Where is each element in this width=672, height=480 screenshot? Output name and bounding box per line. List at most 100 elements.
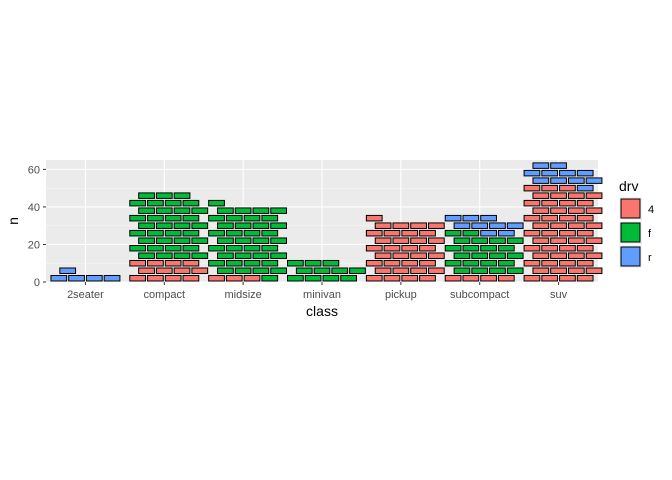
brick <box>304 274 322 282</box>
brick <box>374 267 392 274</box>
brick <box>374 237 392 244</box>
x-tick-label: suv <box>550 289 568 301</box>
brick <box>471 252 489 259</box>
brick <box>497 229 515 237</box>
brick <box>523 244 541 252</box>
brick <box>252 207 270 214</box>
brick <box>532 207 550 214</box>
brick <box>427 267 445 274</box>
brick <box>541 244 559 252</box>
brick <box>261 259 279 267</box>
brick <box>567 252 585 259</box>
brick <box>462 274 480 282</box>
brick <box>497 259 515 267</box>
brick <box>129 214 147 222</box>
brick <box>147 214 164 222</box>
brick <box>234 267 252 274</box>
brick <box>541 259 559 267</box>
brick <box>576 244 594 252</box>
brick <box>365 229 383 237</box>
brick <box>129 199 147 207</box>
brick <box>410 267 427 274</box>
brick <box>68 274 85 282</box>
brick <box>147 244 164 252</box>
brick <box>191 222 209 229</box>
brick <box>480 244 497 252</box>
brick <box>374 252 392 259</box>
brick <box>532 237 550 244</box>
brick <box>164 259 182 267</box>
brick <box>225 229 243 237</box>
brick <box>252 267 270 274</box>
brick <box>225 274 243 282</box>
brick <box>270 207 287 214</box>
brick <box>374 222 392 229</box>
brick <box>217 252 234 259</box>
brick <box>208 259 225 267</box>
brick <box>217 222 234 229</box>
brick <box>567 192 585 199</box>
brick <box>270 237 287 244</box>
brick <box>532 192 550 199</box>
brick <box>559 229 576 237</box>
brick <box>164 199 182 207</box>
brick <box>559 184 576 192</box>
brick <box>243 259 261 267</box>
brick <box>453 222 471 229</box>
brick <box>480 229 497 237</box>
brick <box>567 237 585 244</box>
brick <box>427 252 445 259</box>
brick <box>287 259 304 267</box>
x-tick-label: pickup <box>385 289 417 301</box>
brick <box>129 274 147 282</box>
brick <box>559 214 576 222</box>
brick <box>59 267 77 274</box>
brick <box>550 222 567 229</box>
brick <box>550 252 567 259</box>
brick <box>252 237 270 244</box>
brick <box>252 252 270 259</box>
brick <box>208 229 225 237</box>
brick <box>401 274 419 282</box>
brick <box>208 214 225 222</box>
brick <box>453 267 471 274</box>
brick <box>523 199 541 207</box>
brick <box>523 274 541 282</box>
brick <box>191 207 209 214</box>
brick <box>392 267 410 274</box>
brick <box>182 229 200 237</box>
brick <box>419 229 436 237</box>
x-axis-title: class <box>306 303 338 319</box>
brick <box>523 229 541 237</box>
brick <box>462 229 480 237</box>
x-tick-label: minivan <box>303 289 341 301</box>
brick <box>243 214 261 222</box>
brick <box>567 207 585 214</box>
brick <box>313 267 331 274</box>
brick <box>489 237 506 244</box>
brick <box>182 199 200 207</box>
brick <box>462 214 480 222</box>
brick <box>419 274 436 282</box>
brick <box>270 222 287 229</box>
brick <box>471 267 489 274</box>
brick <box>155 252 173 259</box>
brick <box>532 222 550 229</box>
brick <box>182 214 200 222</box>
brick <box>462 244 480 252</box>
brick <box>234 207 252 214</box>
brick <box>225 214 243 222</box>
brick <box>138 267 155 274</box>
brick <box>322 259 340 267</box>
brick <box>576 184 594 192</box>
brick <box>217 267 234 274</box>
brick <box>567 177 585 184</box>
brick <box>585 222 603 229</box>
brick <box>480 214 497 222</box>
brick <box>270 267 287 274</box>
y-tick-label: 0 <box>34 277 40 289</box>
brick <box>155 237 173 244</box>
brick <box>576 169 594 177</box>
brick <box>541 199 559 207</box>
